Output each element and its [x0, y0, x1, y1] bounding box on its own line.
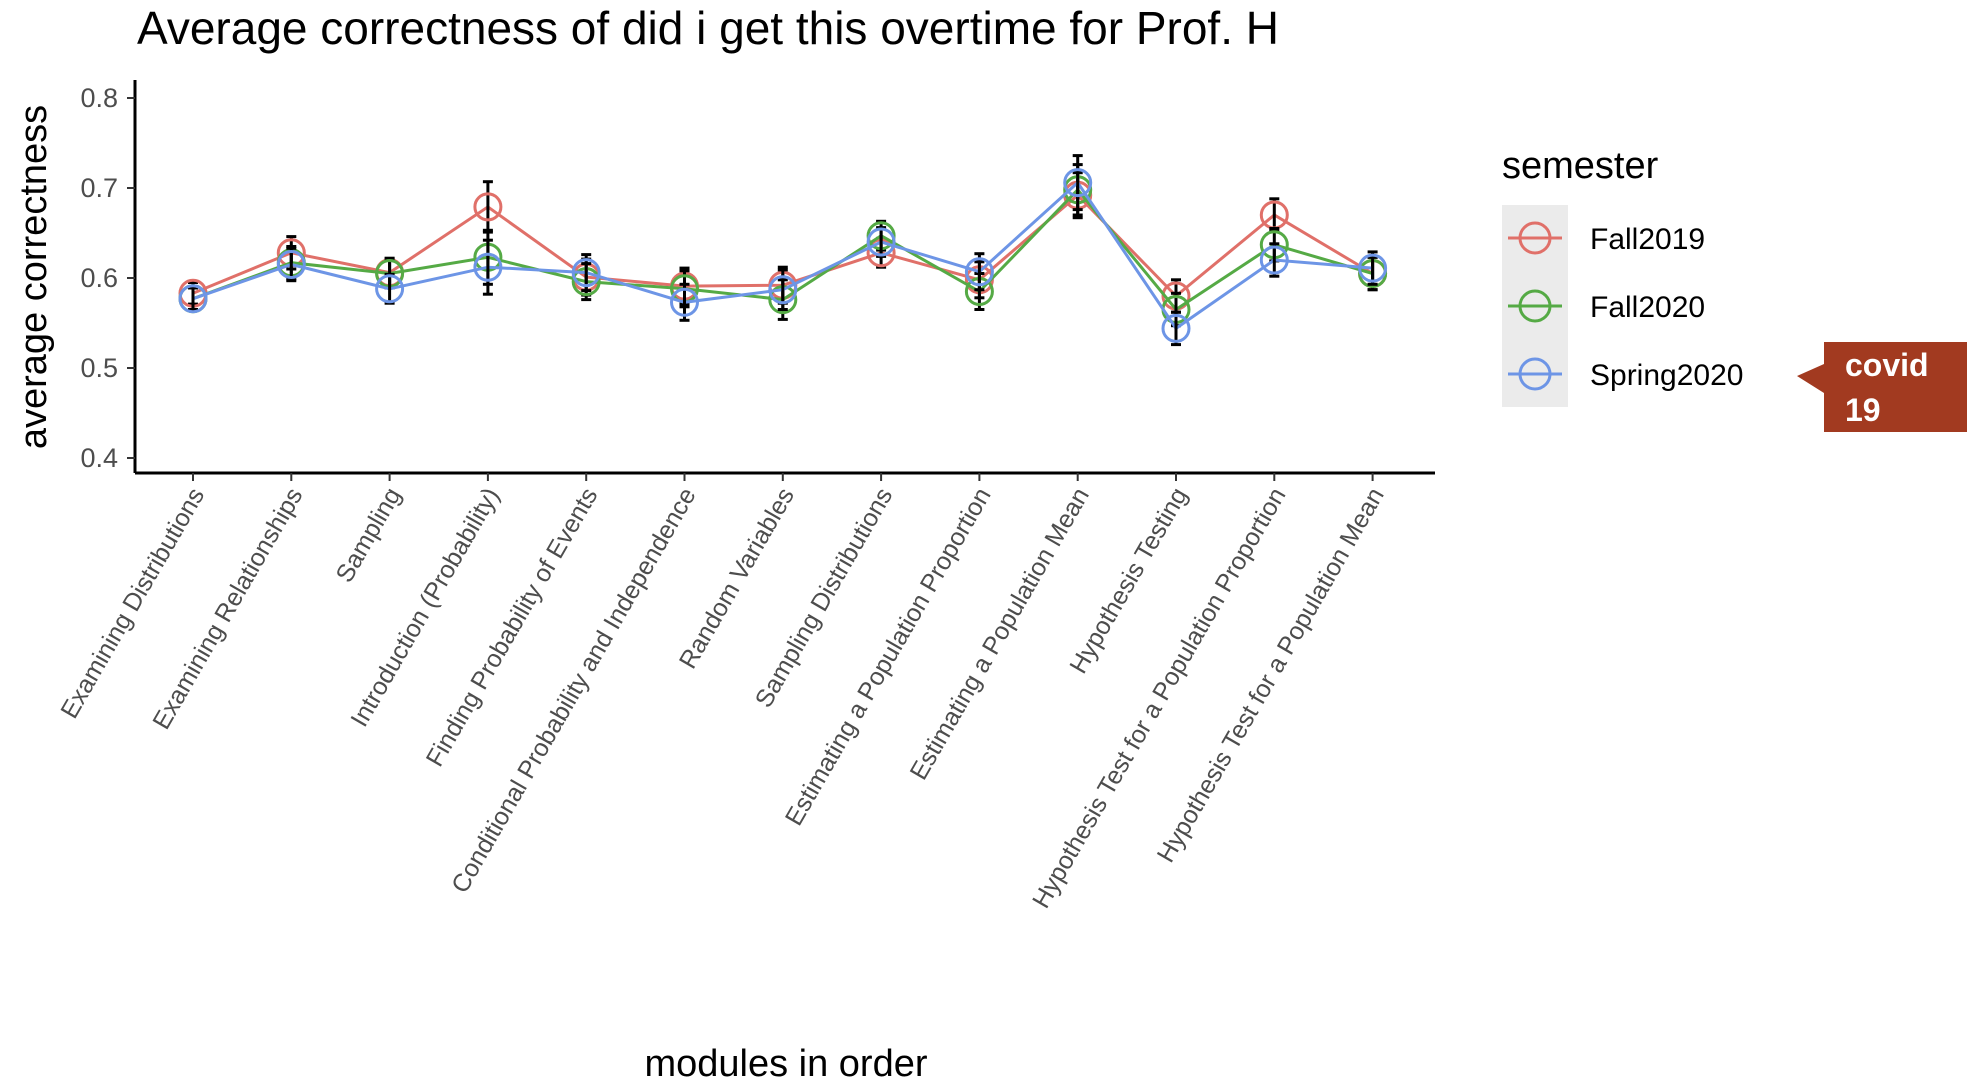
legend-item-Spring2020: Spring2020 [1508, 357, 1743, 392]
callout-text-line1: covid [1845, 347, 1929, 383]
y-tick-label: 0.5 [80, 353, 118, 383]
y-tick-label: 0.4 [80, 443, 118, 473]
x-axis-title: modules in order [644, 1043, 927, 1083]
callout-bubble [1797, 342, 1967, 432]
legend-item-Fall2020: Fall2020 [1508, 289, 1705, 324]
data-point [571, 258, 601, 288]
data-point [1063, 168, 1093, 198]
data-point [1259, 245, 1289, 275]
y-axis-ticks: 0.4 0.5 0.6 0.7 0.8 [80, 83, 135, 473]
x-tick-label: Estimating a Population Proportion [780, 483, 997, 830]
x-tick-label: Sampling [330, 483, 406, 587]
legend-label: Spring2020 [1590, 359, 1743, 392]
legend: semester Fall2019 Fall2020 Spring2020 [1502, 145, 1743, 407]
data-point [375, 274, 405, 304]
legend-title: semester [1502, 145, 1659, 187]
data-point [178, 284, 208, 314]
x-tick-label: Estimating a Population Mean [905, 483, 1095, 785]
data-point [866, 227, 896, 257]
legend-label: Fall2020 [1590, 291, 1705, 324]
covid-callout: covid 19 [1797, 342, 1967, 432]
y-axis-title: average correctness [13, 105, 55, 449]
legend-item-Fall2019: Fall2019 [1508, 221, 1705, 256]
legend-label: Fall2019 [1590, 223, 1705, 256]
callout-text-line2: 19 [1845, 392, 1881, 428]
legend-key-marker [1518, 357, 1552, 391]
data-point [1358, 253, 1388, 283]
data-point [473, 252, 503, 282]
data-point [473, 192, 503, 222]
data-point [670, 287, 699, 317]
series-Spring2020 [178, 154, 1388, 347]
legend-key-marker [1518, 221, 1552, 255]
plot-area [178, 154, 1388, 347]
data-point [276, 250, 306, 279]
legend-key-marker [1518, 289, 1552, 323]
data-point [768, 275, 798, 305]
y-tick-label: 0.8 [80, 83, 118, 113]
y-tick-label: 0.7 [80, 173, 118, 203]
data-point [1161, 313, 1191, 343]
chart-title: Average correctness of did i get this ov… [137, 2, 1279, 54]
y-tick-label: 0.6 [80, 263, 118, 293]
x-tick-label: Finding Probability of Events [421, 483, 604, 771]
data-point [964, 257, 994, 287]
